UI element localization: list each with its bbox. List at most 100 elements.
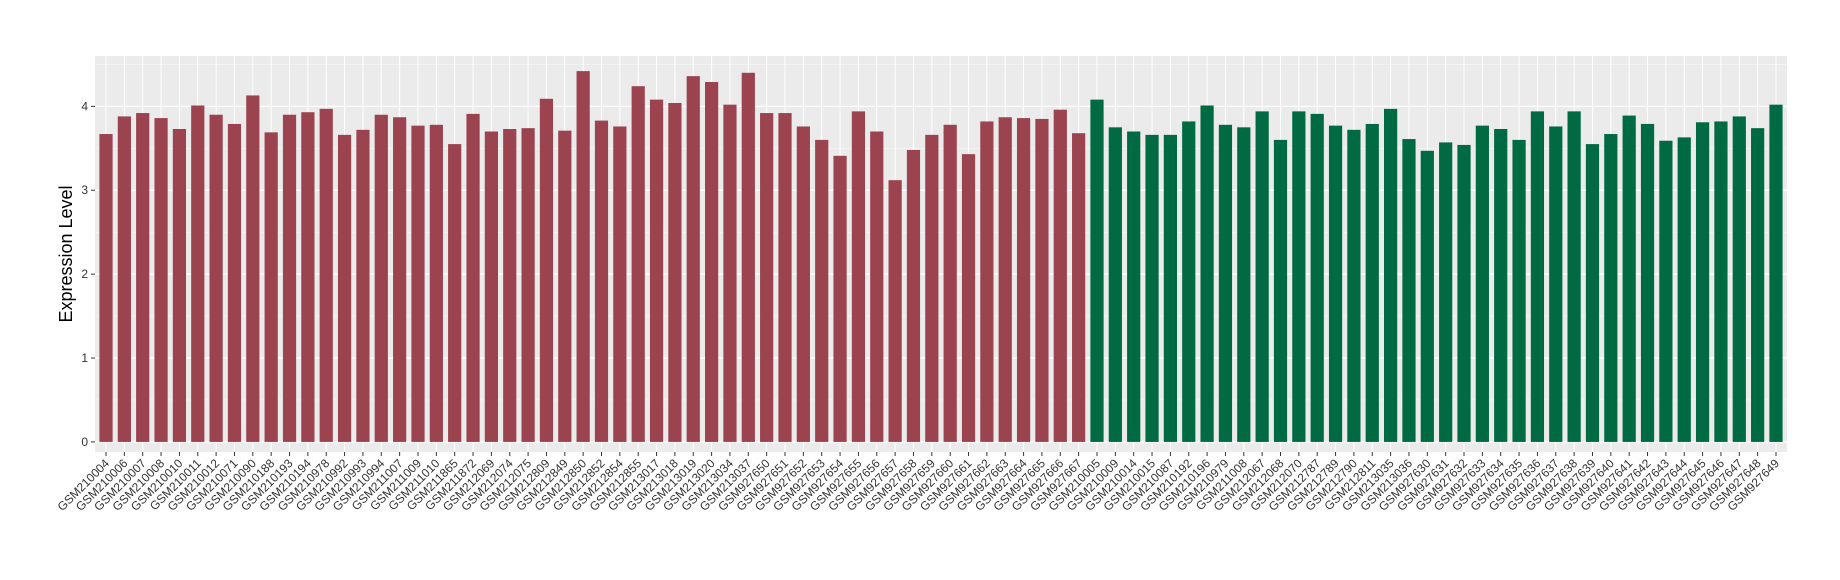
bar [301, 112, 315, 442]
bar [246, 95, 260, 442]
x-axis: GSM210004GSM210006GSM210007GSM210008GSM2… [55, 452, 1782, 514]
bar [760, 113, 774, 442]
y-tick-label: 2 [81, 267, 88, 281]
bar [906, 149, 921, 442]
bar [136, 113, 150, 442]
bar [209, 114, 223, 442]
bar [117, 116, 131, 442]
bar [337, 134, 352, 442]
bar [888, 180, 902, 442]
bar [466, 113, 480, 442]
bar [1108, 127, 1122, 442]
bar [723, 104, 737, 442]
bar [1659, 140, 1673, 442]
bar [870, 131, 884, 442]
bar [1530, 111, 1545, 442]
bar [961, 154, 976, 442]
bar [998, 117, 1012, 442]
bar [1677, 137, 1691, 442]
bar [1310, 113, 1324, 442]
bar [1769, 104, 1783, 442]
bar [191, 105, 205, 442]
bar [1695, 122, 1710, 442]
y-axis: 0 1 2 3 4 [81, 99, 95, 449]
bar [705, 82, 719, 442]
bar [851, 111, 866, 442]
bar [1127, 131, 1141, 442]
bar [1292, 111, 1306, 442]
bar [778, 113, 792, 442]
bar [172, 128, 187, 442]
bar [1512, 139, 1526, 442]
bar [521, 128, 535, 442]
bar [1273, 139, 1288, 442]
bar [356, 129, 370, 442]
bar [1035, 118, 1049, 442]
bar [1494, 128, 1508, 442]
bar [1439, 142, 1453, 442]
bar [374, 114, 388, 442]
bar [1090, 99, 1104, 442]
bar [649, 99, 664, 442]
bar [741, 72, 755, 442]
bar [1457, 144, 1471, 442]
bar [796, 126, 810, 442]
bar [576, 71, 590, 442]
bar [925, 134, 939, 442]
bar [1751, 128, 1765, 442]
bar [613, 126, 627, 442]
bar [154, 118, 168, 442]
bar [1053, 109, 1067, 442]
bar [558, 130, 572, 442]
bar [1255, 111, 1269, 442]
bar [1640, 123, 1655, 442]
bar [1420, 150, 1434, 442]
bar [1549, 126, 1563, 442]
bar [1475, 125, 1489, 442]
y-tick-label: 0 [81, 435, 88, 449]
bar [429, 124, 443, 442]
bar [1732, 116, 1746, 442]
y-tick-label: 4 [81, 99, 88, 113]
bar [815, 139, 829, 442]
bar [484, 131, 498, 442]
bar [943, 124, 957, 442]
bar [1218, 124, 1233, 442]
bar [1163, 134, 1177, 442]
bar [631, 86, 645, 442]
bar [1365, 123, 1379, 442]
y-axis-title: Expression Level [56, 185, 76, 322]
bar [1328, 125, 1343, 442]
bar [668, 102, 682, 442]
bars [99, 71, 1783, 442]
bar [319, 108, 333, 442]
bar [448, 144, 462, 442]
bar [411, 125, 425, 442]
bar [282, 114, 297, 442]
bar [1200, 105, 1214, 442]
bar [686, 76, 700, 442]
bar [1016, 118, 1031, 442]
y-tick-label: 3 [81, 183, 88, 197]
bar [833, 155, 847, 442]
bar [227, 123, 242, 442]
bar [1402, 139, 1416, 442]
bar [503, 128, 517, 442]
bar [594, 120, 609, 442]
bar [1567, 111, 1581, 442]
bar [1072, 133, 1086, 442]
bar [99, 134, 113, 442]
bar [1145, 134, 1159, 442]
bar [1714, 121, 1728, 442]
bar [264, 132, 278, 442]
bar [1182, 121, 1196, 442]
bar [539, 98, 554, 442]
y-tick-label: 1 [81, 351, 88, 365]
bar [980, 121, 994, 442]
bar [393, 117, 407, 442]
bar [1237, 127, 1251, 442]
bar [1347, 129, 1361, 442]
bar [1384, 108, 1398, 442]
bar [1585, 144, 1600, 442]
